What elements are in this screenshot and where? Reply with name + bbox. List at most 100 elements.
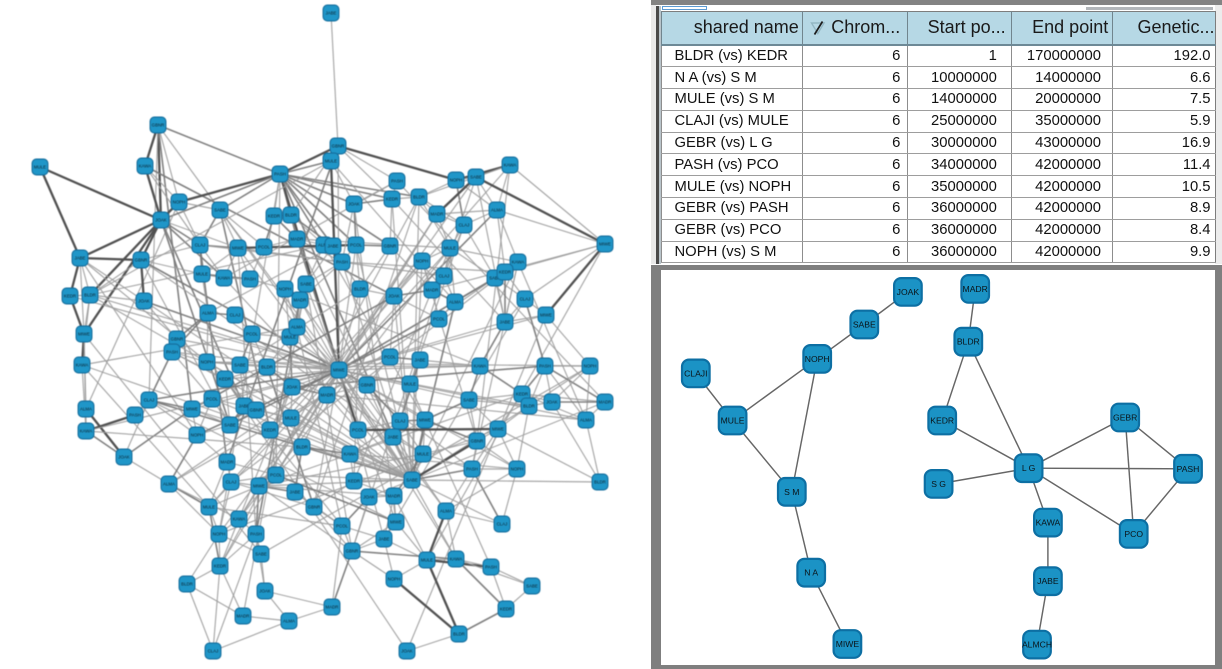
svg-text:CLAJI: CLAJI xyxy=(684,369,707,379)
svg-text:JABE: JABE xyxy=(75,256,86,261)
svg-text:SABE: SABE xyxy=(489,276,501,281)
svg-text:GEBR: GEBR xyxy=(1113,413,1137,423)
svg-text:KAWA: KAWA xyxy=(344,452,357,457)
svg-text:GBNR: GBNR xyxy=(471,439,484,444)
svg-text:JABE: JABE xyxy=(388,435,399,440)
svg-text:JABE: JABE xyxy=(328,244,339,249)
svg-text:NOPH: NOPH xyxy=(191,433,204,438)
svg-text:MIWE: MIWE xyxy=(599,242,611,247)
svg-text:JOAK: JOAK xyxy=(118,455,130,460)
svg-text:PCO: PCO xyxy=(1124,529,1143,539)
svg-text:PCOL: PCOL xyxy=(352,428,365,433)
svg-text:MULE: MULE xyxy=(34,165,46,170)
svg-text:ALMA: ALMA xyxy=(283,619,295,624)
svg-text:MADR: MADR xyxy=(291,237,304,242)
svg-text:KEDR: KEDR xyxy=(268,214,280,219)
svg-text:GBNR: GBNR xyxy=(250,408,263,413)
svg-text:MULE: MULE xyxy=(203,505,215,510)
svg-text:BLDR: BLDR xyxy=(957,337,980,347)
svg-text:NOPH: NOPH xyxy=(213,532,226,537)
svg-text:CLAJ: CLAJ xyxy=(230,313,241,318)
svg-text:JOAK: JOAK xyxy=(348,202,360,207)
svg-text:NOPH: NOPH xyxy=(388,577,401,582)
svg-text:MULE: MULE xyxy=(417,452,429,457)
svg-text:MULE: MULE xyxy=(404,382,416,387)
svg-text:BLDR: BLDR xyxy=(84,293,96,298)
svg-text:JOAK: JOAK xyxy=(138,299,150,304)
svg-text:SABE: SABE xyxy=(300,282,312,287)
svg-text:PCOL: PCOL xyxy=(384,355,397,360)
svg-text:BLDR: BLDR xyxy=(523,404,535,409)
svg-text:KEDR: KEDR xyxy=(214,564,226,569)
svg-text:JOAK: JOAK xyxy=(896,287,919,297)
svg-text:JOAK: JOAK xyxy=(155,218,167,223)
svg-text:CLAJ: CLAJ xyxy=(497,522,508,527)
svg-text:CLAJ: CLAJ xyxy=(195,243,206,248)
svg-text:GBNR: GBNR xyxy=(346,549,359,554)
svg-text:KAWA: KAWA xyxy=(218,276,231,281)
svg-text:MADR: MADR xyxy=(321,393,334,398)
svg-text:MADR: MADR xyxy=(294,298,307,303)
svg-text:MULE: MULE xyxy=(285,416,297,421)
svg-text:KEDR: KEDR xyxy=(500,607,512,612)
svg-text:KAWA: KAWA xyxy=(1035,518,1060,528)
svg-text:CLAJ: CLAJ xyxy=(144,398,155,403)
svg-text:BLDR: BLDR xyxy=(261,365,273,370)
svg-text:KAWA: KAWA xyxy=(139,164,152,169)
svg-text:JOAK: JOAK xyxy=(363,495,375,500)
svg-text:GBNR: GBNR xyxy=(152,123,165,128)
svg-text:KEDR: KEDR xyxy=(64,294,76,299)
svg-text:BLDR: BLDR xyxy=(413,195,425,200)
svg-text:BLDR: BLDR xyxy=(594,480,606,485)
svg-text:CLAJ: CLAJ xyxy=(395,419,406,424)
svg-text:GBNR: GBNR xyxy=(171,337,184,342)
svg-text:KAWA: KAWA xyxy=(474,364,487,369)
svg-text:CLAJ: CLAJ xyxy=(520,297,531,302)
svg-text:MIWE: MIWE xyxy=(419,418,431,423)
svg-text:ALMA: ALMA xyxy=(318,243,330,248)
svg-text:MADR: MADR xyxy=(599,400,612,405)
svg-text:JOAK: JOAK xyxy=(259,589,271,594)
svg-text:PASH: PASH xyxy=(244,277,256,282)
svg-text:SABE: SABE xyxy=(214,208,226,213)
svg-text:PCOL: PCOL xyxy=(246,332,259,337)
svg-text:MIWE: MIWE xyxy=(253,484,265,489)
svg-text:MADR: MADR xyxy=(426,288,439,293)
svg-text:JOAK: JOAK xyxy=(401,649,413,654)
svg-text:KEDR: KEDR xyxy=(930,416,954,426)
svg-text:JABE: JABE xyxy=(379,537,390,542)
svg-text:NOPH: NOPH xyxy=(450,178,463,183)
svg-text:L G: L G xyxy=(1022,463,1036,473)
svg-text:MADR: MADR xyxy=(237,614,250,619)
svg-text:KEDR: KEDR xyxy=(386,197,398,202)
svg-text:GBNR: GBNR xyxy=(135,258,148,263)
svg-text:NOPH: NOPH xyxy=(173,200,186,205)
svg-text:MIWE: MIWE xyxy=(232,246,244,251)
svg-text:KAWA: KAWA xyxy=(512,260,525,265)
svg-text:NOPH: NOPH xyxy=(416,259,429,264)
svg-text:JABE: JABE xyxy=(326,11,337,16)
svg-text:KAWA: KAWA xyxy=(76,363,89,368)
svg-text:ALMCH: ALMCH xyxy=(1022,640,1052,650)
svg-text:MULE: MULE xyxy=(444,246,456,251)
svg-text:CLAJ: CLAJ xyxy=(459,223,470,228)
svg-text:KAWA: KAWA xyxy=(233,517,246,522)
svg-text:PCOL: PCOL xyxy=(350,243,363,248)
svg-text:JOAK: JOAK xyxy=(546,400,558,405)
svg-text:MADR: MADR xyxy=(388,494,401,499)
svg-text:JABE: JABE xyxy=(415,358,426,363)
svg-text:ALMA: ALMA xyxy=(80,407,92,412)
svg-text:PASH: PASH xyxy=(250,532,262,537)
svg-text:PASH: PASH xyxy=(129,413,141,418)
svg-text:SABE: SABE xyxy=(255,552,267,557)
svg-text:PCOL: PCOL xyxy=(270,473,283,478)
svg-text:KEDR: KEDR xyxy=(264,428,276,433)
svg-text:NOPH: NOPH xyxy=(279,287,292,292)
svg-text:PCOL: PCOL xyxy=(336,524,349,529)
svg-text:MADR: MADR xyxy=(431,212,444,217)
svg-text:BLDR: BLDR xyxy=(181,582,193,587)
svg-text:SABE: SABE xyxy=(406,478,418,483)
svg-text:MIWE: MIWE xyxy=(492,427,504,432)
svg-text:PCOL: PCOL xyxy=(433,317,446,322)
svg-text:ALMA: ALMA xyxy=(449,300,461,305)
